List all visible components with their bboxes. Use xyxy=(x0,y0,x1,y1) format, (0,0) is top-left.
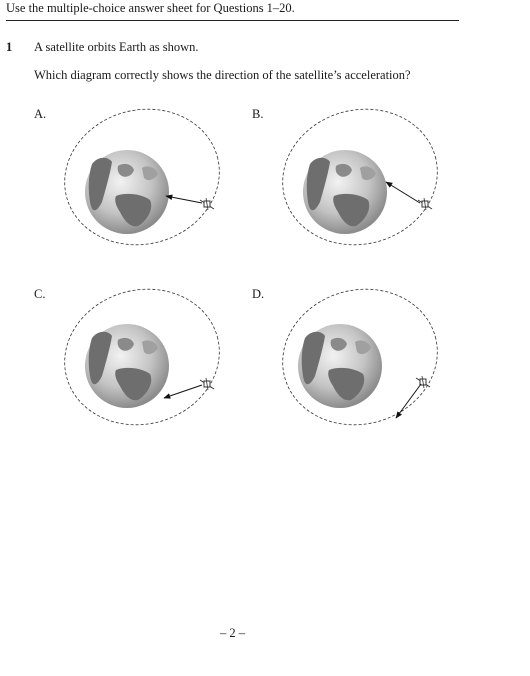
option-b-diagram[interactable] xyxy=(270,104,450,264)
earth-globe xyxy=(298,324,382,408)
acceleration-arrow xyxy=(395,383,422,419)
option-c-diagram[interactable] xyxy=(52,284,232,444)
earth-globe xyxy=(303,150,387,234)
orbit-path xyxy=(282,288,438,426)
question-stem-line-1: A satellite orbits Earth as shown. xyxy=(34,40,199,54)
orbit-path xyxy=(282,108,438,246)
acceleration-arrow xyxy=(163,384,203,399)
option-a-label[interactable]: A. xyxy=(34,107,47,121)
satellite-icon xyxy=(417,197,433,211)
answer-sheet-instruction: Use the multiple-choice answer sheet for… xyxy=(6,1,295,15)
question-stem-line-2: Which diagram correctly shows the direct… xyxy=(34,68,411,82)
acceleration-arrow xyxy=(165,194,203,204)
option-d-diagram[interactable] xyxy=(270,284,450,444)
satellite-icon xyxy=(415,375,431,389)
acceleration-arrow xyxy=(385,181,421,204)
earth-globe xyxy=(85,324,169,408)
option-a-diagram[interactable] xyxy=(52,104,232,264)
orbit-path xyxy=(64,288,220,426)
earth-globe xyxy=(85,150,169,234)
question-number: 1 xyxy=(6,40,13,54)
option-b-label[interactable]: B. xyxy=(252,107,264,121)
page-number: – 2 – xyxy=(220,626,245,640)
option-d-label[interactable]: D. xyxy=(252,287,265,301)
header-rule xyxy=(6,20,459,21)
orbit-path xyxy=(64,108,220,246)
satellite-icon xyxy=(199,377,215,391)
option-c-label[interactable]: C. xyxy=(34,287,46,301)
satellite-icon xyxy=(199,197,215,211)
